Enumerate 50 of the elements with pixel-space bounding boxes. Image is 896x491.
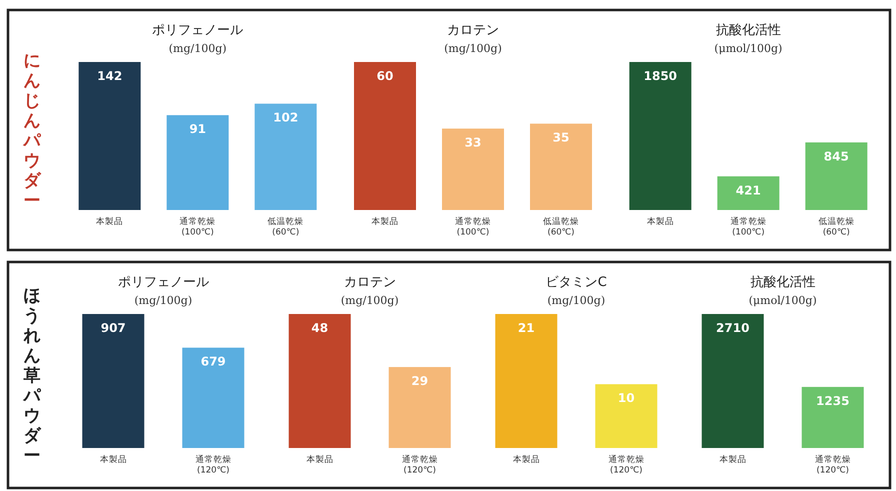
- chart-subtitle: (mg/100g): [168, 42, 227, 55]
- chart-subtitle: (μmol/100g): [748, 294, 817, 307]
- data-label: 21: [518, 321, 535, 335]
- data-label: 907: [100, 321, 126, 335]
- x-tick-label: 低温乾燥 (60℃): [818, 216, 854, 238]
- x-tick-label: 通常乾燥 (120℃): [195, 454, 232, 476]
- data-label: 60: [376, 69, 394, 83]
- x-tick-label: 通常乾燥 (120℃): [402, 454, 438, 476]
- x-tick-label: 通常乾燥 (100℃): [455, 216, 491, 238]
- chart-title: カロテン: [344, 275, 396, 290]
- chart-subtitle: (mg/100g): [444, 42, 502, 55]
- data-label: 10: [618, 391, 635, 406]
- chart-title: 抗酸化活性: [716, 23, 781, 38]
- data-label: 679: [200, 354, 226, 369]
- chart-title: ビタミンC: [546, 275, 607, 290]
- x-tick-label: 本製品: [719, 454, 746, 465]
- data-label: 91: [189, 122, 206, 136]
- chart-subtitle: (mg/100g): [547, 294, 606, 307]
- x-tick-label: 低温乾燥 (60℃): [268, 216, 304, 238]
- data-label: 1235: [816, 394, 850, 408]
- chart-subtitle: (μmol/100g): [714, 42, 782, 55]
- y-axis-title: にんじんパウダー: [22, 51, 42, 211]
- chart-title: カロテン: [447, 23, 499, 38]
- x-tick-label: 通常乾燥 (120℃): [814, 454, 851, 476]
- x-tick-label: 本製品: [96, 216, 124, 227]
- data-label: 1850: [644, 69, 678, 83]
- chart-title: ポリフェノール: [152, 23, 244, 38]
- x-tick-label: 低温乾燥 (60℃): [543, 216, 579, 238]
- x-tick-label: 本製品: [512, 454, 540, 465]
- data-label: 29: [411, 374, 428, 388]
- data-label: 48: [311, 321, 328, 335]
- chart-title: 抗酸化活性: [750, 275, 816, 290]
- data-label: 421: [736, 183, 761, 198]
- x-tick-label: 通常乾燥 (120℃): [608, 454, 644, 476]
- chart-subtitle: (mg/100g): [340, 294, 399, 307]
- x-tick-label: 本製品: [372, 216, 398, 227]
- chart-subtitle: (mg/100g): [134, 294, 192, 307]
- x-tick-label: 通常乾燥 (100℃): [180, 216, 216, 238]
- text: ほうれん草パウダー: [24, 286, 40, 466]
- x-tick-label: 本製品: [100, 454, 127, 465]
- data-label: 845: [824, 149, 849, 164]
- data-label: 2710: [716, 321, 750, 335]
- chart-title: ポリフェノール: [118, 275, 209, 290]
- data-label: 33: [464, 136, 482, 150]
- x-tick-label: 本製品: [646, 216, 674, 227]
- data-label: 35: [552, 130, 570, 145]
- data-label: 142: [97, 69, 122, 83]
- x-tick-label: 本製品: [306, 454, 334, 465]
- x-tick-label: 通常乾燥 (100℃): [730, 216, 766, 238]
- data-label: 102: [273, 110, 298, 125]
